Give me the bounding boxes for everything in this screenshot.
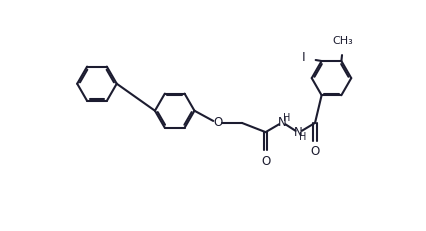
Text: N: N <box>277 116 286 129</box>
Text: O: O <box>310 145 319 158</box>
Text: O: O <box>260 155 270 167</box>
Text: H: H <box>299 132 306 142</box>
Text: N: N <box>294 126 302 139</box>
Text: CH₃: CH₃ <box>332 36 353 46</box>
Text: O: O <box>213 116 222 129</box>
Text: I: I <box>301 51 305 64</box>
Text: H: H <box>282 113 290 123</box>
